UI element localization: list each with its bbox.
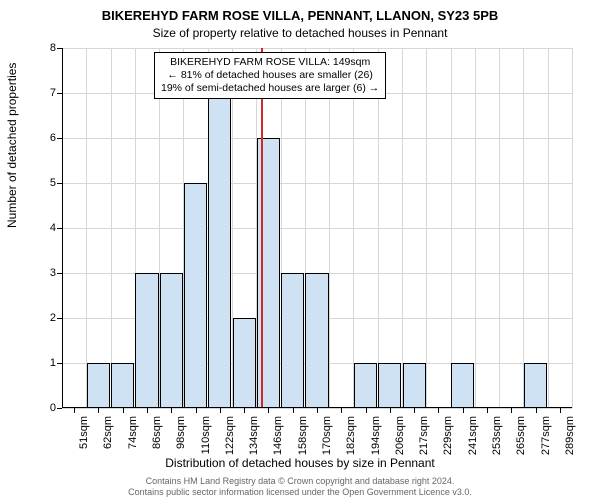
xtick-label: 206sqm	[394, 416, 406, 466]
xtick-mark	[220, 408, 221, 413]
ytick-mark	[57, 408, 62, 409]
y-axis-line	[62, 48, 63, 408]
gridline-v	[329, 48, 330, 408]
xtick-mark	[560, 408, 561, 413]
xtick-mark	[268, 408, 269, 413]
gridline-v	[548, 48, 549, 408]
ytick-label: 6	[36, 132, 56, 144]
xtick-label: 74sqm	[127, 416, 139, 466]
annotation-line: 19% of semi-detached houses are larger (…	[161, 82, 379, 95]
footnote: Contains HM Land Registry data © Crown c…	[0, 476, 600, 498]
gridline-v	[402, 48, 403, 408]
xtick-mark	[123, 408, 124, 413]
y-axis-label: Number of detached properties	[5, 63, 19, 228]
xtick-mark	[390, 408, 391, 413]
gridline-v	[111, 48, 112, 408]
xtick-mark	[147, 408, 148, 413]
xtick-mark	[414, 408, 415, 413]
xtick-label: 51sqm	[78, 416, 90, 466]
gridline-v	[499, 48, 500, 408]
xtick-mark	[317, 408, 318, 413]
x-axis-line	[62, 407, 572, 408]
bar	[451, 363, 474, 408]
xtick-label: 122sqm	[224, 416, 236, 466]
xtick-mark	[171, 408, 172, 413]
plot-area: BIKEREHYD FARM ROSE VILLA: 149sqm← 81% o…	[62, 48, 572, 408]
xtick-mark	[98, 408, 99, 413]
bar	[184, 183, 207, 408]
annotation-line: ← 81% of detached houses are smaller (26…	[161, 69, 379, 82]
chart-title: BIKEREHYD FARM ROSE VILLA, PENNANT, LLAN…	[0, 8, 600, 23]
xtick-label: 86sqm	[151, 416, 163, 466]
bar	[524, 363, 547, 408]
annotation-line: BIKEREHYD FARM ROSE VILLA: 149sqm	[161, 56, 379, 69]
xtick-mark	[293, 408, 294, 413]
gridline-v	[426, 48, 427, 408]
ytick-label: 4	[36, 222, 56, 234]
xtick-mark	[463, 408, 464, 413]
xtick-label: 98sqm	[175, 416, 187, 466]
xtick-mark	[511, 408, 512, 413]
bar	[403, 363, 426, 408]
xtick-label: 253sqm	[491, 416, 503, 466]
footnote-line: Contains HM Land Registry data © Crown c…	[146, 476, 455, 486]
xtick-mark	[366, 408, 367, 413]
xtick-mark	[244, 408, 245, 413]
xtick-label: 62sqm	[102, 416, 114, 466]
bar	[281, 273, 304, 408]
xtick-mark	[536, 408, 537, 413]
xtick-label: 289sqm	[564, 416, 576, 466]
xtick-mark	[487, 408, 488, 413]
bar	[208, 93, 231, 408]
xtick-mark	[341, 408, 342, 413]
gridline-v	[572, 48, 573, 408]
xtick-label: 194sqm	[370, 416, 382, 466]
xtick-label: 217sqm	[418, 416, 430, 466]
bar	[233, 318, 256, 408]
xtick-label: 229sqm	[442, 416, 454, 466]
gridline-h	[62, 48, 572, 49]
bar	[111, 363, 134, 408]
gridline-h	[62, 228, 572, 229]
xtick-label: 158sqm	[297, 416, 309, 466]
gridline-v	[475, 48, 476, 408]
ytick-label: 3	[36, 267, 56, 279]
xtick-mark	[196, 408, 197, 413]
xtick-label: 241sqm	[467, 416, 479, 466]
xtick-label: 277sqm	[540, 416, 552, 466]
gridline-v	[378, 48, 379, 408]
bar	[135, 273, 158, 408]
chart-subtitle: Size of property relative to detached ho…	[0, 26, 600, 40]
ytick-label: 8	[36, 42, 56, 54]
gridline-v	[353, 48, 354, 408]
gridline-v	[86, 48, 87, 408]
ytick-label: 7	[36, 87, 56, 99]
gridline-v	[523, 48, 524, 408]
xtick-mark	[438, 408, 439, 413]
annotation-box: BIKEREHYD FARM ROSE VILLA: 149sqm← 81% o…	[154, 52, 386, 99]
ytick-label: 5	[36, 177, 56, 189]
xtick-label: 110sqm	[200, 416, 212, 466]
reference-line	[261, 48, 263, 408]
xtick-label: 146sqm	[272, 416, 284, 466]
ytick-label: 2	[36, 312, 56, 324]
xtick-mark	[74, 408, 75, 413]
gridline-h	[62, 138, 572, 139]
xtick-label: 170sqm	[321, 416, 333, 466]
gridline-v	[451, 48, 452, 408]
xtick-label: 182sqm	[345, 416, 357, 466]
footnote-line: Contains public sector information licen…	[128, 487, 472, 497]
xtick-label: 265sqm	[515, 416, 527, 466]
bar	[378, 363, 401, 408]
bar	[354, 363, 377, 408]
gridline-h	[62, 183, 572, 184]
ytick-label: 1	[36, 357, 56, 369]
ytick-label: 0	[36, 402, 56, 414]
bar	[305, 273, 328, 408]
bar	[87, 363, 110, 408]
bar	[160, 273, 183, 408]
xtick-label: 134sqm	[248, 416, 260, 466]
